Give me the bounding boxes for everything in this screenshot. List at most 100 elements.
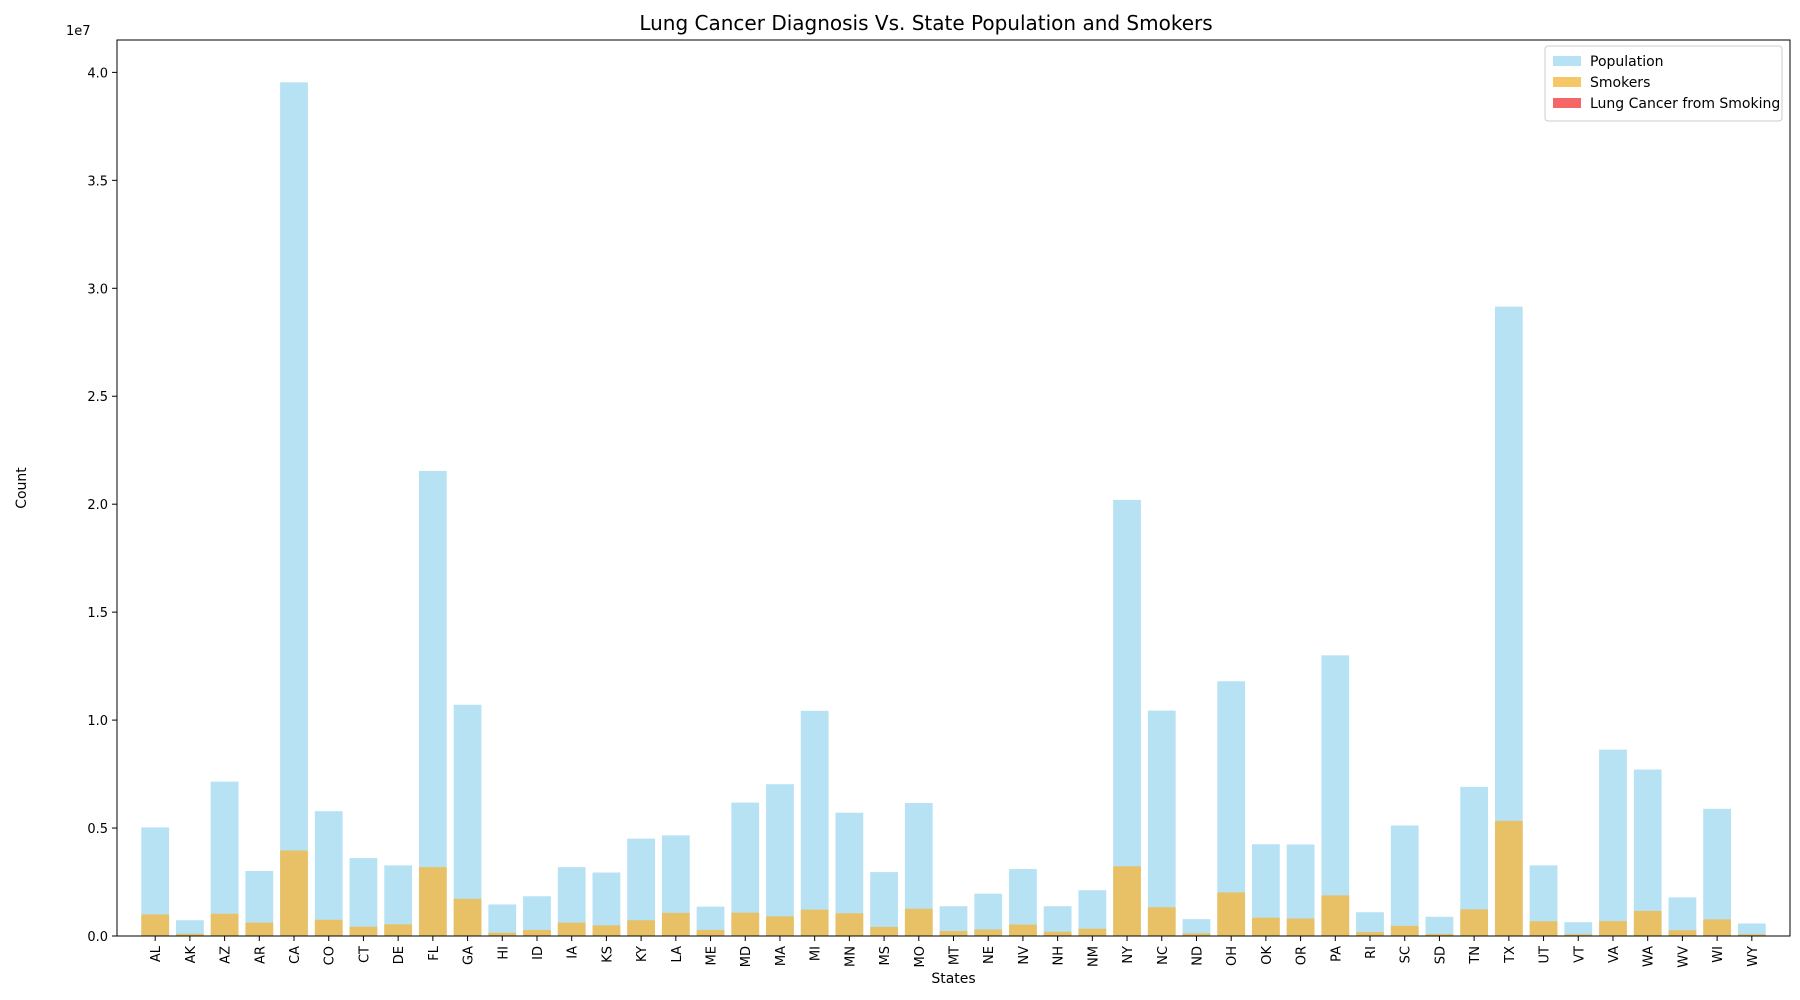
- x-tick-label: MN: [843, 946, 858, 967]
- x-tick-label: NM: [1086, 946, 1101, 967]
- bar-VA: [1599, 749, 1627, 936]
- x-tick-label: AL: [149, 945, 164, 962]
- bar-MA: [766, 784, 794, 936]
- bar-FL: [418, 470, 447, 936]
- x-tick-label: GA: [462, 946, 477, 965]
- x-tick-label: DE: [392, 946, 407, 964]
- bar-MD: [731, 912, 760, 936]
- legend: Population Smokers Lung Cancer from Smokin…: [1544, 45, 1783, 122]
- bar-CA: [280, 82, 308, 936]
- y-tick-label: 3.0: [87, 282, 108, 297]
- bar-AR: [245, 922, 274, 936]
- x-tick-label: CT: [357, 946, 372, 963]
- y-tick-label: 0.0: [87, 930, 108, 945]
- y-tick-label: 1.5: [87, 606, 108, 621]
- chart-title: Lung Cancer Diagnosis Vs. State Populati…: [639, 11, 1212, 35]
- bar-AZ: [210, 781, 239, 936]
- y-tick-label: 1.0: [87, 714, 108, 729]
- bar-WA: [1633, 769, 1662, 936]
- bar-VT: [1564, 934, 1593, 936]
- bar-MI: [800, 710, 829, 936]
- x-tick-label: SD: [1433, 946, 1448, 964]
- bar-NH: [1043, 906, 1072, 936]
- y-axis-scale-label: 1e7: [66, 24, 91, 39]
- legend-entry: Population: [1590, 54, 1664, 70]
- x-tick-label: PA: [1329, 946, 1344, 962]
- bar-VA: [1599, 921, 1627, 936]
- legend-entry: Lung Cancer from Smoking: [1590, 96, 1780, 112]
- legend-swatch: [1553, 56, 1581, 66]
- x-tick-label: WI: [1711, 946, 1726, 963]
- x-tick-label: AK: [184, 946, 199, 964]
- bar-PA: [1321, 655, 1350, 936]
- x-tick-label: TX: [1503, 946, 1518, 964]
- x-tick-label: FL: [427, 945, 442, 960]
- y-tick-label: 2.0: [87, 498, 108, 513]
- bar-NY: [1113, 866, 1141, 936]
- x-tick-label: NE: [982, 946, 997, 964]
- x-tick-label: OK: [1260, 946, 1275, 965]
- x-tick-label: KY: [635, 946, 650, 962]
- bar-KS: [592, 925, 621, 936]
- x-tick-label: CA: [288, 946, 303, 964]
- x-tick-label: AZ: [219, 946, 234, 964]
- bar-MO: [904, 908, 933, 936]
- y-axis-label: Count: [14, 467, 30, 509]
- x-tick-label: IA: [566, 946, 581, 959]
- x-tick-label: MD: [739, 946, 754, 967]
- bar-HI: [488, 904, 517, 936]
- bar-SD: [1425, 916, 1454, 936]
- bar-NC: [1147, 907, 1176, 936]
- x-tick-label: WV: [1676, 946, 1691, 968]
- bar-WY: [1737, 934, 1766, 936]
- x-tick-label: SC: [1399, 946, 1414, 963]
- bar-VT: [1564, 922, 1593, 936]
- x-tick-label: MI: [809, 946, 824, 961]
- bar-ME: [696, 929, 725, 936]
- x-axis-label: States: [931, 971, 975, 987]
- legend-entry: Smokers: [1590, 75, 1650, 91]
- x-tick-label: NY: [1121, 946, 1136, 964]
- bar-KY: [627, 838, 655, 936]
- bar-RI: [1356, 932, 1384, 936]
- x-axis: AL AK AZ AR CA CO CT DE FL GA HI ID IA KS KY LA ME MD MA MI…: [149, 936, 1761, 968]
- bar-WI: [1703, 808, 1731, 936]
- y-tick-label: 0.5: [87, 822, 108, 837]
- bar-LA: [661, 912, 690, 936]
- x-tick-label: MT: [948, 946, 963, 965]
- bar-MS: [870, 926, 898, 936]
- bar-NE: [974, 893, 1003, 936]
- bar-ND: [1182, 919, 1211, 936]
- x-tick-label: ID: [531, 946, 546, 960]
- bar-MT: [939, 931, 968, 936]
- x-tick-label: KS: [600, 946, 615, 963]
- bar-IA: [557, 922, 586, 936]
- bar-HI: [488, 932, 517, 936]
- x-tick-label: VT: [1572, 946, 1587, 963]
- bar-NE: [974, 929, 1003, 936]
- y-axis: 0.0 0.5 1.0 1.5 2.0 2.5 3.0 3.5 4.0: [87, 66, 117, 945]
- x-tick-label: NH: [1052, 946, 1067, 966]
- bar-MN: [835, 913, 864, 936]
- bar-FL: [418, 867, 447, 936]
- bar-MS: [870, 872, 898, 936]
- x-tick-label: NV: [1017, 946, 1032, 965]
- bar-WV: [1668, 930, 1697, 936]
- bar-NC: [1147, 710, 1176, 936]
- bar-NY: [1113, 499, 1141, 936]
- bar-AZ: [210, 913, 239, 936]
- bar-CT: [349, 926, 378, 936]
- x-tick-label: CO: [323, 946, 338, 965]
- bar-NH: [1043, 931, 1072, 936]
- bar-NM: [1078, 890, 1107, 936]
- legend-swatch: [1553, 77, 1581, 87]
- y-tick-label: 4.0: [87, 66, 108, 81]
- bar-RI: [1356, 912, 1384, 936]
- bar-AK: [176, 933, 204, 936]
- bar-GA: [453, 704, 482, 936]
- bar-TX: [1494, 820, 1523, 936]
- bar-WY: [1737, 923, 1766, 936]
- bar-UT: [1529, 921, 1558, 936]
- x-tick-label: WY: [1746, 946, 1761, 967]
